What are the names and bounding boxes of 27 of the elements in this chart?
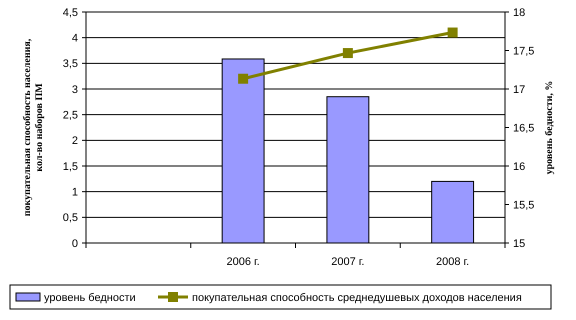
- y-tick-label: 4,5: [62, 6, 78, 19]
- y-tick-label: 3: [72, 84, 78, 96]
- y-tick-label: 1,5: [62, 160, 78, 173]
- y-tick-label: 4: [72, 32, 78, 45]
- y2-tick-label: 15,5: [513, 199, 534, 212]
- x-tick-label: 2006 г.: [226, 256, 260, 268]
- y-tick-label: 0: [72, 238, 78, 250]
- legend-label: уровень бедности: [44, 292, 136, 304]
- y-axis-title: покупательная способность населения, кол-во наборов ПМ: [22, 38, 45, 216]
- y-tick-label: 3,5: [62, 58, 78, 70]
- legend-label: покупательная способность среднедушевых доходов населения: [192, 292, 522, 304]
- y-tick-label: 0,5: [62, 212, 78, 224]
- y2-tick-label: 18: [513, 6, 526, 19]
- y2-tick-label: 16,5: [513, 122, 534, 134]
- y2-axis-title: уровень бедности, %: [544, 80, 555, 174]
- point: [342, 48, 353, 58]
- y2-tick-label: 15: [513, 238, 526, 250]
- point: [238, 74, 248, 84]
- y2-tick-label: 17: [513, 84, 526, 96]
- y2-tick-label: 16: [513, 160, 526, 173]
- y2-tick-label: 17,5: [513, 45, 534, 58]
- x-tick-label: 2007 г.: [331, 256, 365, 268]
- y-tick-label: 2: [72, 135, 78, 148]
- y-tick-label: 2,5: [62, 110, 78, 122]
- y-tick-label: 1: [72, 186, 78, 199]
- point: [448, 28, 458, 38]
- x-tick-label: 2008 г.: [436, 256, 470, 268]
